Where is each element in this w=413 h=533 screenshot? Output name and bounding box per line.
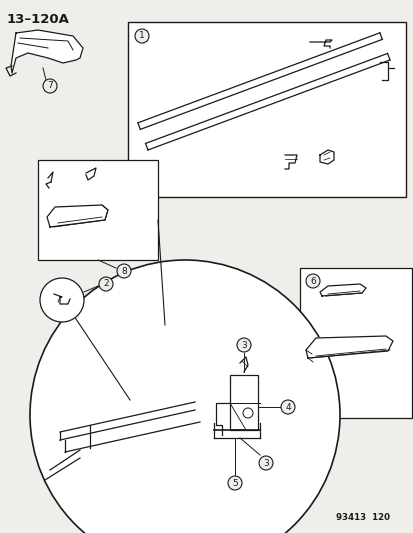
Bar: [128, 22, 405, 197]
Circle shape: [259, 456, 272, 470]
Text: 93413  120: 93413 120: [335, 513, 389, 522]
Text: 4: 4: [285, 402, 290, 411]
Circle shape: [236, 338, 250, 352]
Text: 5: 5: [232, 479, 237, 488]
Polygon shape: [319, 284, 365, 296]
Circle shape: [305, 274, 319, 288]
Polygon shape: [305, 336, 392, 358]
Text: 8: 8: [121, 266, 126, 276]
Circle shape: [242, 408, 252, 418]
Text: 13–120A: 13–120A: [7, 13, 70, 26]
Text: 1: 1: [139, 31, 145, 41]
Text: 2: 2: [103, 279, 109, 288]
Circle shape: [117, 264, 131, 278]
Text: 7: 7: [47, 82, 53, 91]
Circle shape: [99, 277, 113, 291]
Bar: [38, 160, 158, 260]
Polygon shape: [47, 205, 108, 227]
Text: 3: 3: [263, 458, 268, 467]
Circle shape: [228, 476, 242, 490]
Text: 6: 6: [309, 277, 315, 286]
Circle shape: [280, 400, 294, 414]
Polygon shape: [11, 30, 83, 73]
Bar: [299, 268, 411, 418]
Circle shape: [135, 29, 149, 43]
Bar: [230, 375, 257, 430]
Circle shape: [30, 260, 339, 533]
Circle shape: [43, 79, 57, 93]
Circle shape: [40, 278, 84, 322]
Text: 3: 3: [240, 341, 246, 350]
